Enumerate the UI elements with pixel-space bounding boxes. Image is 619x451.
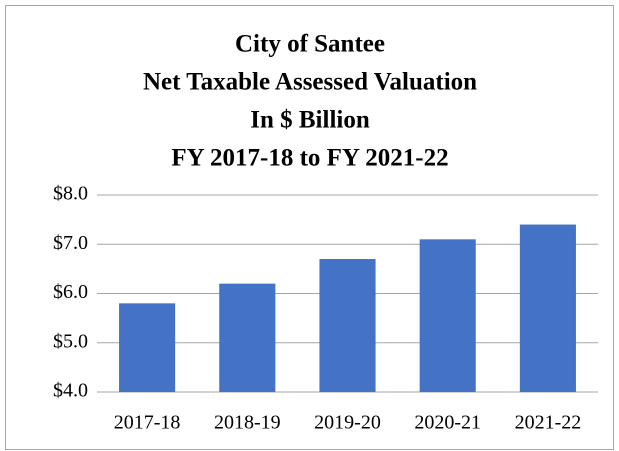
bar [219, 283, 276, 392]
y-tick-label: $4.0 [53, 380, 88, 402]
chart-title: Net Taxable Assessed Valuation [143, 69, 477, 96]
x-tick-label: 2021-22 [515, 412, 582, 434]
y-tick-label: $6.0 [53, 281, 88, 303]
x-tick-label: 2017-18 [114, 412, 181, 434]
bar [119, 303, 176, 392]
x-tick-label: 2019-20 [314, 412, 381, 434]
y-tick-label: $8.0 [53, 183, 88, 205]
chart-title: FY 2017-18 to FY 2021-22 [171, 145, 448, 172]
y-tick-label: $7.0 [53, 232, 88, 254]
bar [419, 239, 476, 392]
chart-title: In $ Billion [250, 107, 370, 134]
x-tick-label: 2020-21 [414, 412, 481, 434]
y-tick-label: $5.0 [53, 330, 88, 352]
bar [519, 224, 576, 392]
chart-border [5, 5, 614, 450]
chart-title: City of Santee [235, 31, 385, 58]
bar [319, 259, 376, 392]
x-tick-label: 2018-19 [214, 412, 281, 434]
